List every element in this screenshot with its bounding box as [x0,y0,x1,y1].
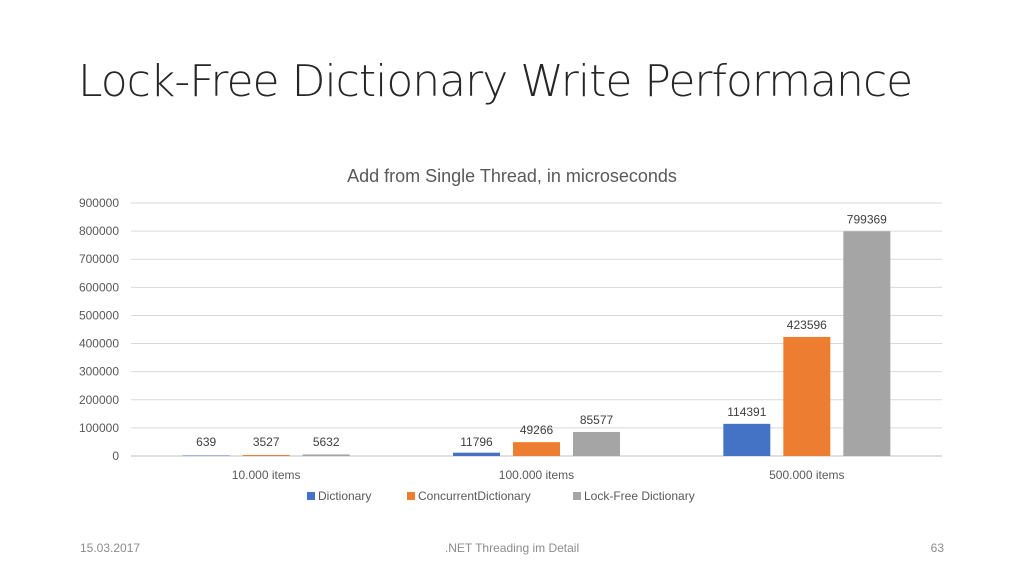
y-tick-label: 300000 [79,365,119,379]
footer-presentation-title: .NET Threading im Detail [444,541,580,555]
bars [182,231,891,456]
bar [513,442,560,456]
bar [843,231,891,456]
chart-title: Add from Single Thread, in microseconds [347,166,677,186]
data-label: 3527 [253,435,280,449]
data-labels: 639 3527 5632 11796 49266 85577 114391 423596 79… [196,212,887,449]
data-label: 85577 [580,413,614,427]
x-tick-label: 100.000 items [499,468,574,482]
bar [302,454,350,456]
y-tick-label: 500000 [79,308,119,322]
y-tick-label: 100000 [79,421,119,435]
x-axis: 10.000 items 100.000 items 500.000 items [232,468,845,482]
bar [723,423,771,456]
slide-title: Lock-Free Dictionary Write Performance [78,56,913,107]
footer-date: 15.03.2017 [80,541,141,555]
y-tick-label: 600000 [79,280,119,294]
bar [783,336,831,456]
y-tick-label: 800000 [79,224,119,238]
legend-label: Dictionary [318,489,371,503]
legend-swatch [407,492,415,500]
y-tick-label: 400000 [79,337,119,351]
legend-label: ConcurrentDictionary [418,489,531,503]
x-tick-label: 10.000 items [232,468,301,482]
legend-label: Lock-Free Dictionary [584,489,695,503]
y-tick-label: 200000 [79,393,119,407]
legend-swatch [307,492,315,500]
y-tick-label: 0 [112,449,119,463]
bar [453,452,500,456]
y-tick-label: 700000 [79,252,119,266]
bar [242,455,290,456]
y-tick-label: 900000 [79,196,119,210]
data-label: 423596 [787,318,827,332]
data-label: 799369 [847,212,887,226]
page-number: 63 [930,541,944,555]
data-label: 639 [196,435,216,449]
data-label: 114391 [727,405,766,419]
gridlines [131,202,942,457]
bar-chart: Add from Single Thread, in microseconds … [79,166,942,503]
legend: Dictionary ConcurrentDictionary Lock-Free … [307,489,695,503]
data-label: 5632 [313,435,340,449]
bar [573,431,620,456]
legend-swatch [573,492,581,500]
y-axis: 0 100000 200000 300000 400000 500000 600000 700… [79,196,119,463]
bar [182,455,230,456]
data-label: 49266 [520,423,554,437]
x-tick-label: 500.000 items [769,468,844,482]
data-label: 11796 [460,435,493,449]
